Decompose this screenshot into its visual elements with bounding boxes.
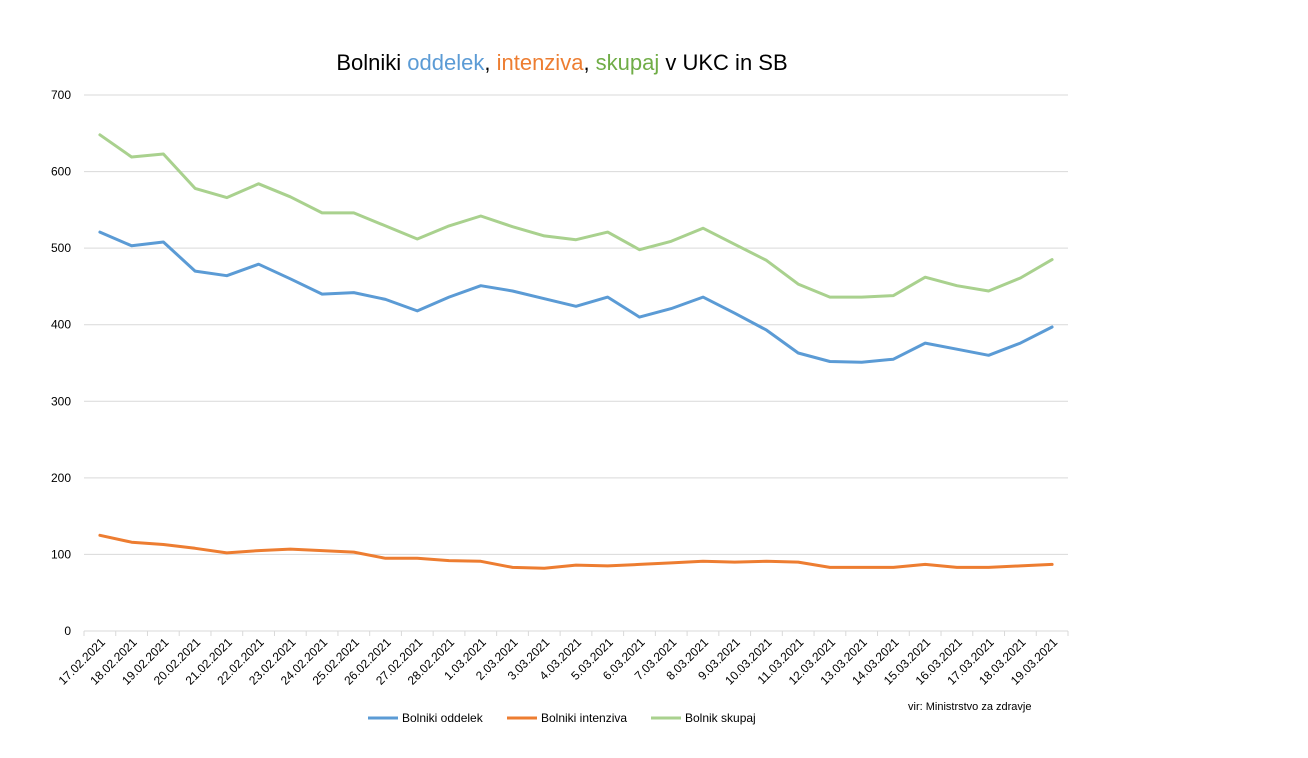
y-tick-label: 100 [51, 547, 71, 561]
source-note: vir: Ministrstvo za zdravje [908, 701, 1031, 713]
title-part: skupaj [596, 50, 660, 75]
title-part: oddelek [407, 50, 485, 75]
series-line-3 [98, 133, 1054, 299]
series-lines [98, 133, 1054, 570]
y-axis-ticks: 0 100 200 300 400 500 600 700 [51, 88, 71, 638]
series-line-1 [98, 230, 1054, 364]
series-line-2 [98, 533, 1054, 570]
y-tick-label: 500 [51, 241, 71, 255]
y-tick-label: 400 [51, 318, 71, 332]
y-tick-label: 300 [51, 394, 71, 408]
y-tick-label: 600 [51, 165, 71, 179]
title-part: , [484, 50, 496, 75]
legend: Bolniki oddelek Bolniki intenziva Bolnik s… [368, 711, 756, 725]
gridlines [84, 94, 1068, 555]
legend-label: Bolnik skupaj [685, 711, 756, 725]
legend-label: Bolniki intenziva [541, 711, 627, 725]
title-part: v UKC in SB [659, 50, 787, 75]
title-part: , [583, 50, 595, 75]
title-part: Bolniki [336, 50, 407, 75]
legend-label: Bolniki oddelek [402, 711, 484, 725]
y-tick-label: 200 [51, 471, 71, 485]
y-tick-label: 0 [64, 624, 71, 638]
chart-title: Bolniki oddelek, intenziva, skupaj v UKC… [336, 50, 787, 75]
y-tick-label: 700 [51, 88, 71, 102]
x-axis-ticks: 17.02.202118.02.202119.02.202120.02.2021… [56, 631, 1069, 688]
title-part: intenziva [497, 50, 585, 75]
